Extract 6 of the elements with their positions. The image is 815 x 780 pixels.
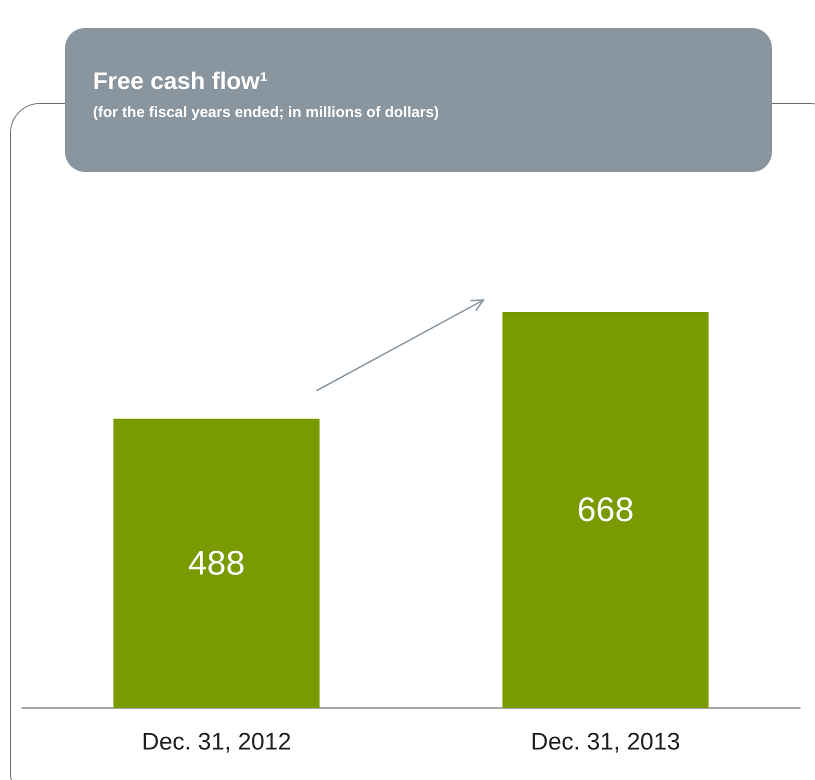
chart-subtitle: (for the fiscal years ended; in millions of dollars) — [93, 104, 439, 121]
x-tick-label: Dec. 31, 2012 — [142, 728, 292, 756]
data-label: 488 — [188, 544, 245, 582]
chart-title: Free cash flow¹ — [93, 68, 268, 96]
x-tick-label: Dec. 31, 2013 — [530, 728, 680, 756]
data-label: 668 — [577, 491, 634, 529]
